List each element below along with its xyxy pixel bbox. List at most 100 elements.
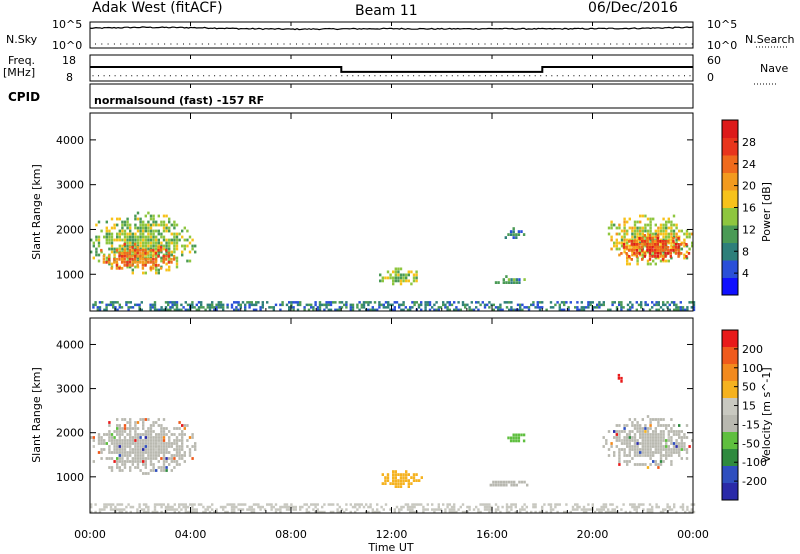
range-cell: [664, 246, 667, 249]
range-cell: [165, 254, 168, 258]
range-cell: [109, 301, 113, 304]
range-cell: [515, 236, 518, 239]
range-cell: [147, 211, 150, 215]
range-cell: [131, 463, 134, 466]
range-cell: [688, 235, 691, 239]
range-cell: [600, 508, 603, 511]
range-cell: [316, 508, 319, 511]
range-cell: [589, 301, 592, 304]
range-cell: [686, 306, 689, 309]
range-cell: [349, 306, 352, 309]
range-cell: [230, 503, 234, 506]
range-cell: [371, 508, 374, 511]
range-cell: [134, 427, 137, 430]
range-cell: [147, 229, 150, 233]
range-cell: [655, 303, 658, 307]
range-cell: [611, 508, 614, 511]
range-cell: [183, 433, 186, 436]
range-cell: [554, 503, 557, 506]
range-cell: [126, 220, 129, 224]
range-cell: [677, 255, 680, 258]
range-cell: [165, 250, 168, 254]
range-cell: [501, 308, 504, 312]
range-cell: [204, 308, 207, 312]
range-cell: [651, 505, 654, 509]
range-cell: [534, 503, 537, 506]
range-cell: [626, 460, 629, 463]
range-cell: [448, 510, 451, 514]
range-cell: [105, 457, 108, 460]
colorbar-swatch: [722, 347, 738, 365]
range-cell: [98, 510, 102, 514]
range-cell: [503, 301, 506, 304]
range-cell: [402, 473, 405, 476]
range-cell: [213, 306, 216, 309]
range-cell: [641, 448, 644, 451]
range-cell: [415, 473, 418, 476]
range-cell: [628, 430, 631, 433]
colorbar-tick-label: 50: [742, 381, 756, 394]
range-cell: [656, 249, 659, 252]
range-cell: [219, 303, 223, 307]
range-cell: [560, 308, 564, 312]
range-cell: [151, 303, 154, 307]
colorbar-tick-label: 12: [742, 223, 756, 236]
range-cell: [141, 263, 145, 267]
range-cell: [123, 242, 126, 246]
range-cell: [646, 427, 650, 430]
range-cell: [620, 442, 624, 445]
range-cell: [673, 301, 676, 304]
range-cell: [654, 433, 657, 436]
range-cell: [167, 254, 171, 258]
range-cell: [152, 241, 155, 245]
range-cell: [168, 439, 171, 442]
range-cell: [626, 445, 629, 448]
range-cell: [356, 508, 359, 511]
range-cell: [644, 454, 647, 457]
range-cell: [162, 223, 166, 227]
range-cell: [113, 257, 116, 261]
range-cell: [139, 254, 142, 258]
range-cell: [672, 448, 676, 451]
range-cell: [325, 303, 328, 307]
range-cell: [399, 279, 403, 283]
range-cell: [279, 510, 282, 514]
range-cell: [147, 442, 150, 445]
range-cell: [152, 223, 155, 227]
range-cell: [631, 421, 634, 424]
range-cell: [518, 281, 521, 284]
range-cell: [633, 229, 637, 233]
range-cell: [233, 301, 236, 304]
range-cell: [515, 433, 518, 437]
range-cell: [136, 510, 139, 514]
range-cell: [288, 508, 291, 511]
range-cell: [318, 301, 322, 304]
range-cell: [499, 303, 502, 307]
range-cell: [126, 251, 129, 255]
range-cell: [136, 217, 140, 221]
range-cell: [444, 306, 447, 309]
range-cell: [332, 503, 335, 506]
range-cell: [288, 301, 291, 304]
range-cell: [314, 503, 317, 506]
range-cell: [409, 308, 412, 312]
range-cell: [97, 451, 101, 454]
range-cell: [171, 303, 174, 307]
range-cell: [532, 503, 535, 506]
range-cell: [667, 235, 670, 239]
range-cell: [659, 442, 663, 445]
range-cell: [618, 424, 621, 427]
range-cell: [144, 248, 147, 252]
range-cell: [162, 503, 165, 506]
range-cell: [131, 263, 134, 267]
range-cell: [604, 505, 608, 509]
range-cell: [152, 244, 155, 248]
range-cell: [165, 257, 168, 261]
range-cell: [107, 260, 111, 264]
range-cell: [152, 257, 155, 261]
range-cell: [648, 510, 652, 514]
range-cell: [461, 510, 465, 514]
range-cell: [155, 265, 158, 269]
range-cell: [641, 451, 644, 454]
